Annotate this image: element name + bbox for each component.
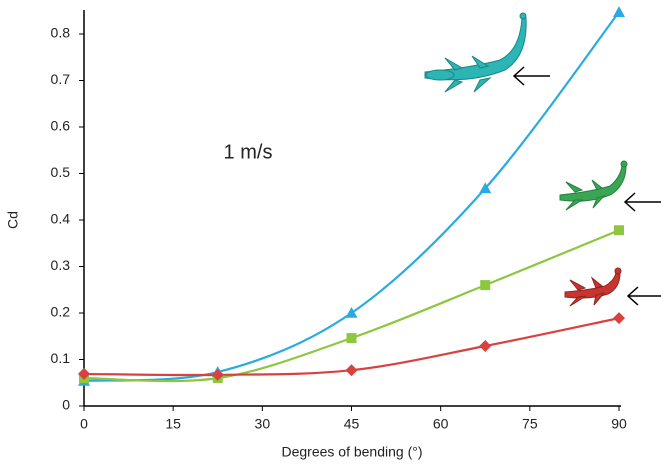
blue-creature xyxy=(424,12,527,93)
x-tick-label: 30 xyxy=(255,416,271,432)
marker xyxy=(613,6,625,17)
marker xyxy=(78,367,90,380)
y-tick-label: 0.5 xyxy=(51,164,71,180)
marker xyxy=(479,182,492,194)
annotation: 1 m/s xyxy=(224,141,273,163)
y-tick-label: 0.3 xyxy=(51,257,71,273)
y-axis-label: Cd xyxy=(5,211,21,229)
x-tick-label: 60 xyxy=(433,416,449,432)
x-tick-label: 0 xyxy=(80,416,88,432)
marker xyxy=(480,280,491,291)
y-tick-label: 0 xyxy=(62,397,70,413)
marker xyxy=(614,225,624,236)
y-tick-label: 0.7 xyxy=(51,71,71,87)
y-tick-label: 0.4 xyxy=(51,211,71,227)
green-creature xyxy=(559,160,628,211)
marker xyxy=(211,368,224,381)
x-tick-label: 75 xyxy=(522,416,538,432)
marker xyxy=(613,312,625,325)
x-tick-label: 45 xyxy=(344,416,360,432)
flow-arrows xyxy=(512,66,661,306)
y-tick-label: 0.2 xyxy=(51,304,71,320)
x-tick-label: 90 xyxy=(611,416,627,432)
x-tick-label: 15 xyxy=(165,416,181,432)
marker xyxy=(479,340,492,353)
y-tick-label: 0.8 xyxy=(51,25,71,41)
marker xyxy=(345,307,358,318)
red-creature xyxy=(564,267,622,307)
marker xyxy=(345,364,358,377)
series-line xyxy=(83,11,620,382)
marker xyxy=(346,333,357,344)
y-tick-label: 0.6 xyxy=(51,118,71,134)
series-line xyxy=(83,229,620,383)
x-axis-label: Degrees of bending (°) xyxy=(281,444,422,460)
y-tick-label: 0.1 xyxy=(51,350,71,366)
